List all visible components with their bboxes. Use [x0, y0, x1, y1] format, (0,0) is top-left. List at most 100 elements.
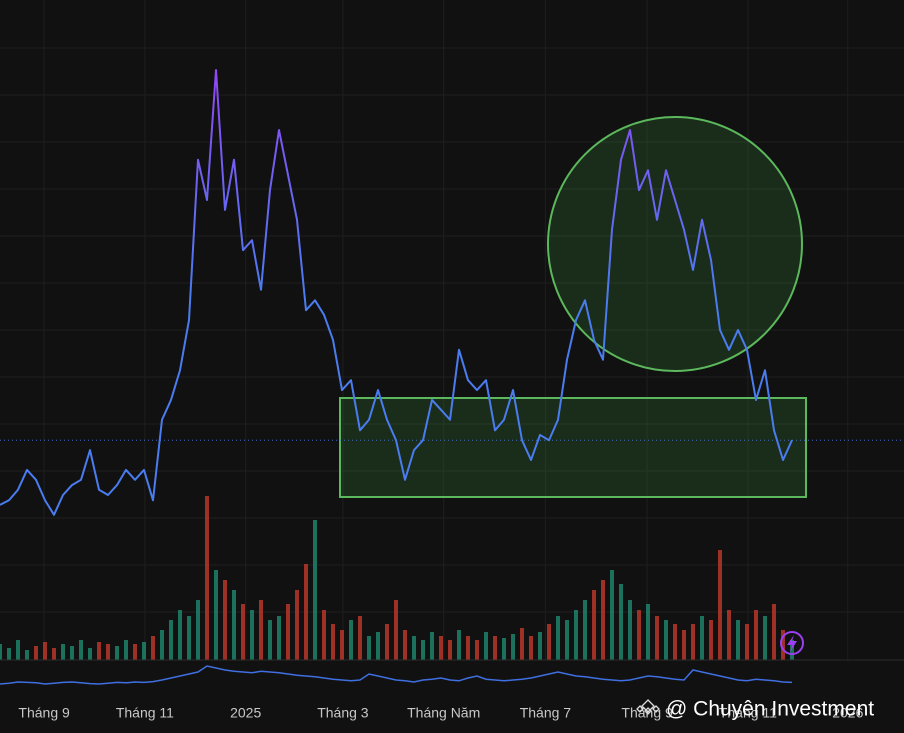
volume-bar	[745, 624, 749, 660]
volume-bar	[61, 644, 65, 660]
volume-bar	[655, 616, 659, 660]
volume-bar	[259, 600, 263, 660]
volume-bar	[772, 604, 776, 660]
volume-bar	[430, 632, 434, 660]
volume-bar	[97, 642, 101, 660]
volume-bar	[601, 580, 605, 660]
volume-bar	[340, 630, 344, 660]
volume-bar	[403, 630, 407, 660]
volume-bar	[7, 648, 11, 660]
price-line	[0, 68, 793, 516]
volume-bar	[592, 590, 596, 660]
price-pane	[0, 68, 904, 685]
volume-bar	[142, 642, 146, 660]
volume-bar	[322, 610, 326, 660]
volume-bar	[178, 610, 182, 660]
volume-bar	[385, 624, 389, 660]
volume-bar	[565, 620, 569, 660]
volume-bar	[529, 636, 533, 660]
volume-bar	[421, 640, 425, 660]
volume-bar	[358, 616, 362, 660]
volume-bar	[556, 616, 560, 660]
volume-bar	[412, 636, 416, 660]
volume-bar	[367, 636, 371, 660]
volume-bar	[763, 616, 767, 660]
x-tick-label: Tháng 11	[719, 705, 777, 721]
volume-bar	[790, 640, 794, 660]
lightning-icon[interactable]	[780, 631, 804, 655]
volume-bar	[25, 650, 29, 660]
volume-bar	[88, 648, 92, 660]
volume-bar	[709, 620, 713, 660]
volume-bar	[619, 584, 623, 660]
volume-bar	[376, 632, 380, 660]
range-box	[339, 397, 807, 498]
volume-bar	[691, 624, 695, 660]
volume-bar	[250, 610, 254, 660]
volume-bar	[637, 610, 641, 660]
volume-bar	[34, 646, 38, 660]
volume-bar	[547, 624, 551, 660]
volume-bar	[304, 564, 308, 660]
volume-bar	[664, 620, 668, 660]
volume-bar	[484, 632, 488, 660]
volume-bar	[223, 580, 227, 660]
volume-bar	[673, 624, 677, 660]
volume-bar	[43, 642, 47, 660]
volume-bar	[610, 570, 614, 660]
volume-bar	[124, 640, 128, 660]
volume-bar	[331, 624, 335, 660]
watermark: @ Chuyên Investment	[636, 698, 874, 721]
volume-bar	[16, 640, 20, 660]
volume-bar	[214, 570, 218, 660]
volume-bar	[0, 644, 2, 660]
watermark-text: @ Chuyên Investment	[666, 698, 874, 721]
volume-bar	[70, 646, 74, 660]
volume-bar	[286, 604, 290, 660]
volume-bar	[205, 496, 209, 660]
horizontal-grid	[0, 47, 904, 613]
volume-bar	[682, 630, 686, 660]
volume-bar	[475, 640, 479, 660]
volume-bar	[736, 620, 740, 660]
volume-pane	[0, 496, 794, 660]
volume-bar	[754, 610, 758, 660]
volume-bar	[160, 630, 164, 660]
volume-bar	[457, 630, 461, 660]
watermark-icon	[636, 699, 660, 715]
volume-bar	[511, 634, 515, 660]
volume-bar	[466, 636, 470, 660]
volume-bar	[151, 636, 155, 660]
volume-bar	[700, 616, 704, 660]
volume-bar	[133, 644, 137, 660]
vertical-grid	[43, 0, 849, 660]
volume-bar	[268, 620, 272, 660]
x-axis: Tháng 9 Tháng 11 2025 Tháng 3 Tháng Năm Tháng…	[18, 705, 863, 721]
volume-bar	[196, 600, 200, 660]
volume-bar	[394, 600, 398, 660]
volume-bar	[169, 620, 173, 660]
volume-bar	[781, 630, 785, 660]
x-tick-label: Tháng 7	[520, 705, 572, 721]
x-tick-label: Tháng 11	[116, 705, 174, 721]
volume-bar	[574, 610, 578, 660]
volume-bar	[277, 616, 281, 660]
volume-bar	[448, 640, 452, 660]
volume-bar	[646, 604, 650, 660]
x-tick-label: Tháng Năm	[407, 705, 480, 721]
volume-bar	[727, 610, 731, 660]
volume-bar	[718, 550, 722, 660]
volume-bar	[52, 648, 56, 660]
lightning-bolt	[787, 635, 797, 652]
volume-bar	[232, 590, 236, 660]
highlight-circle	[547, 116, 803, 372]
volume-bar	[241, 604, 245, 660]
x-tick-label: Tháng 3	[317, 705, 369, 721]
volume-bar	[520, 628, 524, 660]
volume-bar	[79, 640, 83, 660]
x-tick-label: 2025	[230, 705, 261, 721]
volume-bar	[439, 636, 443, 660]
volume-bar	[115, 646, 119, 660]
volume-bar	[502, 638, 506, 660]
